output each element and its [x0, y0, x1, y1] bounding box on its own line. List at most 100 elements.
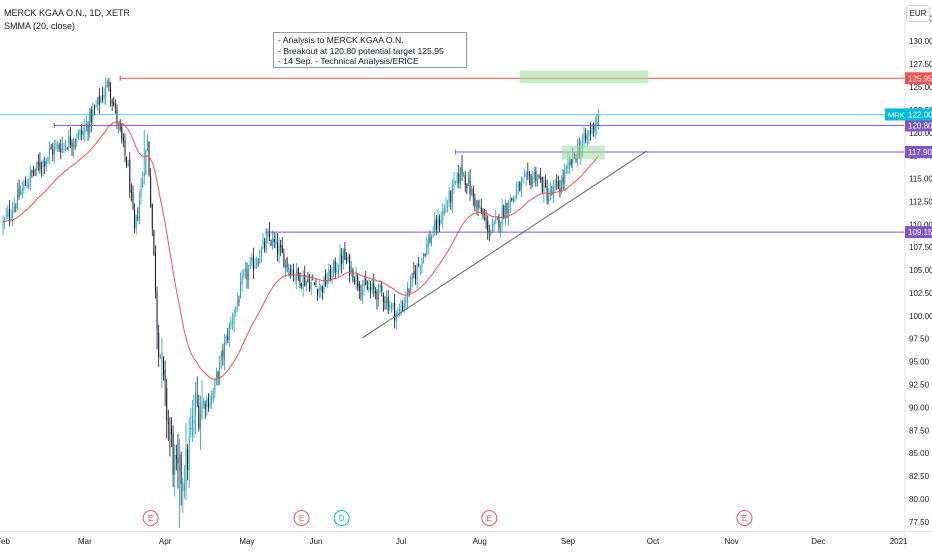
candle — [66, 147, 68, 149]
candle — [318, 288, 320, 294]
event-marker[interactable] — [481, 510, 498, 526]
candle — [466, 183, 468, 188]
candle — [207, 397, 209, 408]
candle — [127, 163, 129, 167]
last-price-label: 122.00 — [908, 110, 932, 119]
x-tick-label: Jun — [310, 537, 323, 546]
currency-badge[interactable]: EUR — [906, 5, 930, 22]
candle — [341, 255, 343, 264]
candle — [110, 88, 112, 98]
candle — [26, 185, 28, 189]
price-label: 125.95 — [908, 74, 932, 83]
candle — [431, 236, 433, 245]
candle — [135, 214, 137, 229]
candle — [480, 207, 482, 214]
candle — [252, 256, 254, 271]
candle — [280, 245, 282, 248]
candle — [384, 301, 386, 303]
candle — [95, 105, 97, 107]
candle — [190, 427, 192, 430]
candle — [320, 285, 322, 291]
candle — [334, 261, 336, 273]
candle — [418, 263, 420, 265]
candle — [188, 436, 190, 471]
candle — [378, 284, 380, 299]
candle — [81, 130, 83, 135]
candle — [240, 281, 242, 299]
event-marker[interactable] — [333, 510, 350, 526]
y-tick-label: 82.50 — [909, 472, 930, 481]
candle — [360, 293, 362, 295]
candle — [421, 257, 423, 265]
candle — [544, 183, 546, 188]
candle — [108, 81, 110, 87]
candle — [559, 187, 561, 192]
candle — [368, 288, 370, 291]
candle — [556, 181, 558, 183]
candle — [122, 137, 124, 141]
candle — [198, 404, 200, 429]
candle — [260, 247, 262, 257]
candle — [87, 125, 89, 132]
candle — [451, 184, 453, 205]
y-tick-label: 125.00 — [909, 83, 932, 92]
candle — [28, 182, 30, 188]
candle — [448, 191, 450, 203]
event-marker[interactable] — [293, 510, 310, 526]
candle — [31, 169, 33, 173]
candle — [333, 261, 335, 271]
candle — [426, 243, 428, 253]
event-marker[interactable] — [736, 510, 753, 526]
candle — [344, 248, 346, 260]
candle — [23, 183, 25, 191]
price-label-bg — [905, 119, 932, 132]
candle — [503, 205, 505, 219]
x-tick-label: May — [239, 537, 254, 546]
trendline[interactable] — [362, 150, 647, 339]
candle — [129, 159, 131, 193]
candle — [569, 161, 571, 166]
candle — [225, 335, 227, 345]
y-tick-label: 130.00 — [909, 37, 932, 46]
analysis-note-line: - Analysis to MERCK KGAA O.N. — [278, 35, 404, 45]
candle — [423, 252, 425, 259]
candle — [506, 202, 508, 214]
candle — [98, 95, 100, 106]
candle — [39, 162, 41, 169]
event-marker[interactable] — [142, 510, 159, 526]
candle — [21, 188, 23, 195]
candle — [395, 313, 397, 322]
candle — [485, 217, 487, 220]
candle — [276, 242, 278, 255]
highlight-zone[interactable] — [561, 145, 605, 160]
analysis-note[interactable]: - Analysis to MERCK KGAA O.N. - Breakout… — [273, 32, 467, 68]
candle — [371, 283, 373, 291]
price-label-bg — [905, 226, 932, 239]
candle — [363, 280, 365, 287]
candle — [392, 303, 394, 305]
candle — [251, 257, 253, 262]
event-marker-label: E — [299, 514, 304, 523]
candle — [233, 315, 235, 325]
highlight-zone[interactable] — [519, 70, 649, 84]
candle — [336, 270, 338, 272]
candle — [268, 230, 270, 238]
candle — [148, 141, 150, 175]
y-tick-label: 80.00 — [909, 495, 930, 504]
candle — [517, 183, 519, 187]
candle — [179, 454, 181, 470]
candle — [410, 277, 412, 294]
candle — [376, 291, 378, 300]
candle — [45, 160, 47, 164]
candle — [201, 402, 203, 420]
y-tick-label: 127.50 — [909, 60, 932, 69]
candle — [89, 111, 91, 135]
candle — [520, 181, 522, 189]
candle — [477, 200, 479, 208]
candle — [77, 132, 79, 139]
candle — [215, 373, 217, 378]
candle — [145, 150, 147, 175]
candle — [411, 273, 413, 279]
